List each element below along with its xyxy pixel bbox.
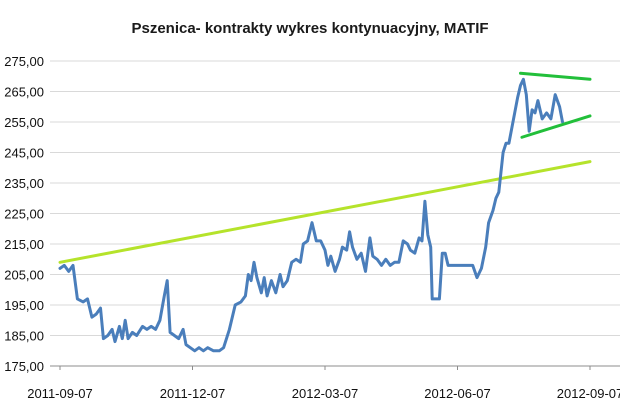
x-tick-label: 2012-09-07 [557,386,620,401]
y-axis: 175,00 185,00 195,00 205,00 215,00 225,00 235,… [4,54,44,374]
y-tick-label: 185,00 [4,329,44,344]
chart-title: Pszenica- kontrakty wykres kontynuacyjny… [131,20,488,37]
y-tick-label: 245,00 [4,146,44,161]
series-layer [58,77,564,353]
y-tick-label: 195,00 [4,298,44,313]
series-line [58,77,564,353]
triangle-lower-line [520,114,592,139]
x-tick-label: 2011-12-07 [160,386,226,401]
y-tick-label: 235,00 [4,176,44,191]
y-tick-label: 205,00 [4,268,44,283]
triangle-layer [518,71,592,139]
y-tick-label: 215,00 [4,237,44,252]
x-tick-label: 2011-09-07 [27,386,93,401]
y-tick-label: 265,00 [4,85,44,100]
x-tick-label: 2012-03-07 [292,386,359,401]
x-tick-label: 2012-06-07 [424,386,491,401]
triangle-upper-line [518,71,592,81]
x-axis: 2011-09-07 2011-12-07 2012-03-07 2012-06-07… [27,366,620,401]
y-tick-label: 225,00 [4,207,44,222]
y-tick-label: 255,00 [4,115,44,130]
y-tick-label: 175,00 [4,359,44,374]
y-tick-label: 275,00 [4,54,44,69]
